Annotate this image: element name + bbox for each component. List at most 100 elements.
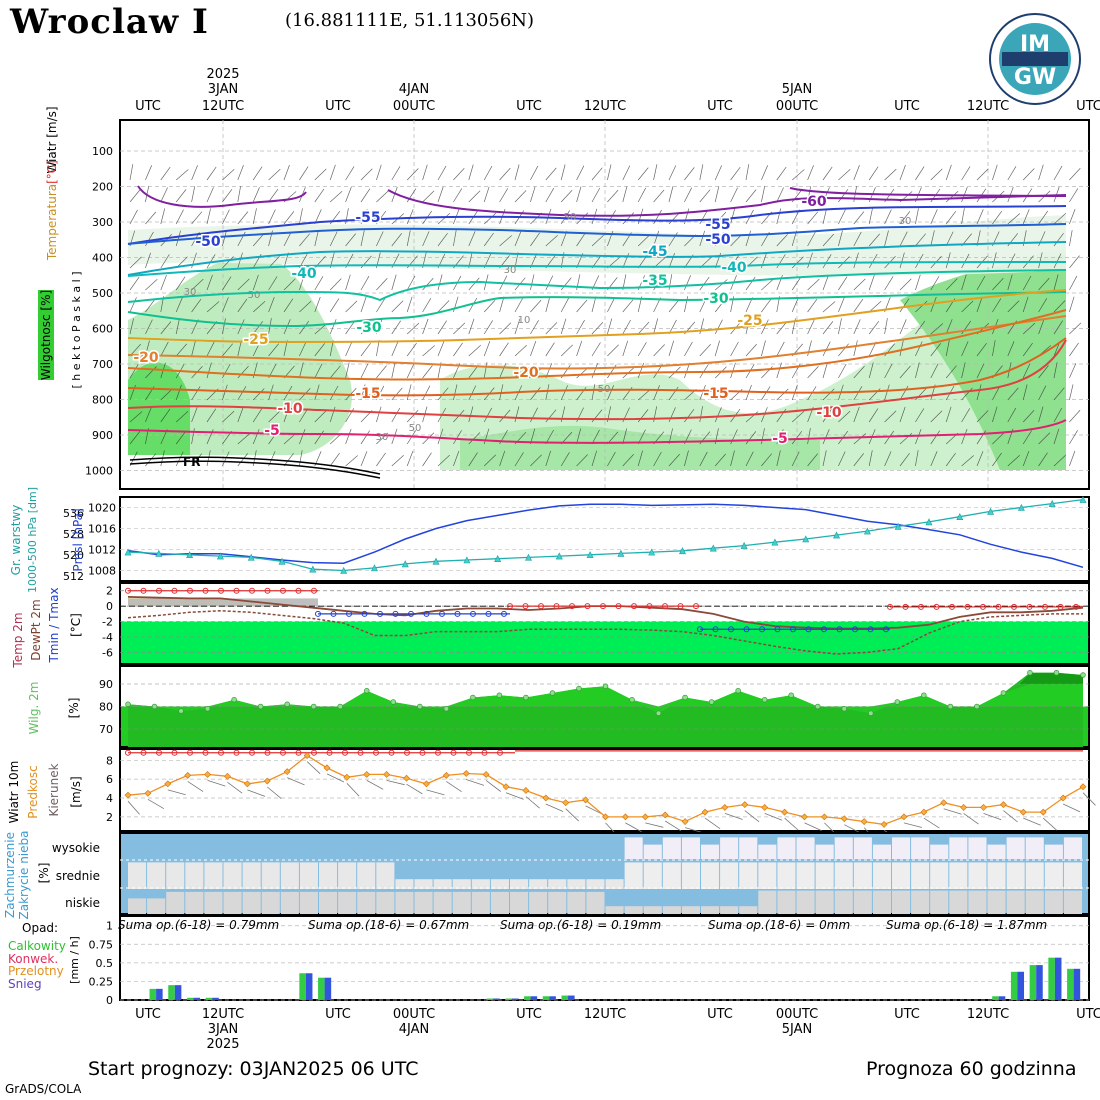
precip-total-bar: [299, 973, 306, 1000]
cloud-mid-bar: [567, 879, 586, 889]
bottom-day-labels: 3JAN 2025 4JAN 5JAN: [206, 1022, 812, 1052]
cloud-low-bar: [261, 891, 280, 914]
cloud-mid-bar: [872, 862, 891, 889]
wind-speed-marker: [224, 772, 231, 780]
wind-max-marker: [481, 749, 488, 756]
precip-total-bar: [318, 977, 325, 1000]
label-srednie: srednie: [56, 869, 100, 883]
wind-max-marker: [280, 749, 286, 756]
bottom-tick-label: 00UTC: [776, 1007, 818, 1022]
tmin-marker: [821, 626, 827, 633]
precip-sum-label: Suma op.(18-6) = 0mm: [708, 918, 850, 932]
cloud-low-bar: [930, 890, 949, 914]
cloud-mid-bar: [949, 862, 968, 889]
humidity-marker: [921, 692, 927, 698]
cloud-mid-bar: [605, 879, 624, 889]
tmax-marker: [280, 587, 286, 594]
precip-total-bar: [149, 988, 157, 1000]
cloud-high-bar: [796, 837, 815, 859]
isotherm-line: [387, 189, 1067, 217]
tmax-marker: [264, 587, 271, 594]
cloud-mid-bar: [471, 879, 490, 889]
panel-pressure: 1020 1016 1012 1008 536 528 520 512: [63, 495, 1090, 583]
thickness-line: [127, 498, 1084, 572]
cloud-mid-bar: [853, 862, 872, 889]
wind-speed-marker: [1059, 794, 1067, 802]
humidity-tick-label: 90: [99, 678, 113, 691]
thickness-tick-label: 528: [63, 528, 84, 541]
label-niskie: niskie: [65, 896, 100, 910]
tmin-marker: [454, 610, 461, 617]
cloud-high-bar: [872, 844, 891, 859]
wind-speed-marker: [781, 808, 788, 816]
isotherm-label: -5: [772, 431, 788, 447]
thickness-marker: [709, 544, 717, 552]
tmin-marker: [759, 626, 765, 633]
tmin-marker: [501, 610, 507, 617]
wind-max-marker: [357, 749, 364, 756]
humidity-marker: [655, 710, 662, 716]
pressure-tick-label: 800: [92, 394, 113, 407]
cloud-low-bar: [529, 891, 548, 914]
cloud-low-bar: [548, 891, 567, 914]
humidity-marker: [947, 703, 954, 710]
panel3-left-labels: Temp 2m DewPt 2m Tmin / Tmax [°C]: [11, 587, 83, 668]
humidity-label: 30: [899, 216, 912, 227]
tmax-marker: [1042, 603, 1048, 610]
humidity-marker: [1080, 672, 1086, 678]
label-konwek: Konwek.: [8, 952, 58, 966]
wind-speed-marker: [522, 787, 530, 794]
precip-tick-label: 0: [106, 994, 113, 1007]
label-wilg2m: Wilg. 2m: [27, 682, 41, 735]
wind-speed-marker: [741, 801, 749, 809]
isotherm-line: [127, 419, 1067, 444]
wind-speed-marker: [1019, 808, 1027, 816]
precip-total-bar: [1048, 957, 1055, 1000]
temp-tick-label: -6: [102, 646, 113, 659]
front-label: FR: [183, 455, 200, 469]
thickness-tick-label: 512: [63, 570, 84, 583]
humidity-marker: [1053, 669, 1060, 676]
cloud-mid-bar: [777, 862, 796, 889]
tmin-marker: [315, 610, 321, 617]
label-zachmurzenie: Zachmurzenie: [3, 832, 17, 918]
top-tick-label: UTC: [1076, 99, 1100, 114]
thickness-marker: [494, 555, 502, 562]
panel6-left-labels: Zachmurzenie Zakrycie nieba [%]: [3, 831, 51, 920]
tmax-marker: [615, 603, 622, 610]
cloud-low-bar: [510, 891, 529, 914]
isotherm-label: -50: [195, 234, 221, 250]
wind-speed-marker: [482, 771, 490, 778]
cloud-mid-bar: [1044, 862, 1063, 889]
cloud-low-bar: [414, 891, 433, 914]
humidity-marker: [894, 699, 901, 705]
cloud-mid-bar: [739, 862, 758, 889]
wind-speed-marker: [204, 771, 212, 778]
wind-speed-marker: [761, 804, 769, 811]
precip-tick-label: 0.75: [89, 938, 114, 951]
label-wysokie: wysokie: [52, 841, 100, 855]
thickness-marker: [340, 566, 348, 574]
cloud-mid-bar: [987, 862, 1006, 889]
humidity-marker: [125, 701, 131, 707]
label-degc-3: [°C]: [69, 613, 83, 637]
isotherm-label: -15: [355, 386, 380, 402]
humidity-marker: [629, 696, 635, 703]
pmsl-tick-label: 1020: [88, 502, 116, 515]
station-coordinates: (16.881111E, 51.113056N): [285, 10, 535, 31]
panel-upper-air: -55-50-60-55-50-45-40 -40-35-30-30-25-25-…: [85, 119, 1090, 490]
cloud-mid-bar: [319, 862, 338, 889]
label-degc: [°C]: [45, 160, 59, 184]
thickness-marker: [648, 548, 656, 556]
cloud-low-bar: [433, 891, 452, 914]
humidity-marker: [761, 696, 768, 703]
thickness-marker: [463, 556, 471, 564]
label-pct-4: [%]: [67, 698, 81, 719]
humidity-high: [1020, 672, 1083, 684]
humidity-marker: [602, 683, 609, 689]
panel7-left-labels: Opad: Calkowity Konwek. Przelotny Snieg …: [8, 921, 81, 991]
humidity-label: 50: [564, 212, 577, 223]
bottom-time-axis: UTC 12UTC UTC 00UTC UTC 12UTC UTC 00UTC UTC 12UTC…: [135, 1007, 1100, 1022]
cloud-high-bar: [911, 837, 930, 859]
bottom-tick-label: 00UTC: [393, 1007, 435, 1022]
